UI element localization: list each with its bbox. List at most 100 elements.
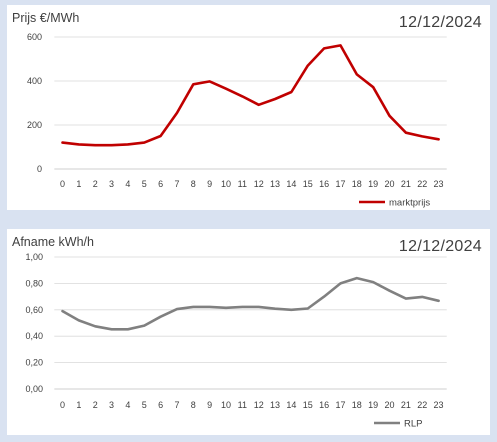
data-point [437, 138, 440, 140]
y-tick-label: 0,20 [25, 358, 43, 368]
x-tick-label: 6 [158, 179, 163, 189]
data-point [143, 142, 145, 144]
price-chart-panel: Prijs €/MWh 12/12/2024 0 200 400 600 0 1 2 3 4 5 6… [7, 5, 490, 210]
data-point [405, 132, 407, 134]
data-point [94, 325, 96, 327]
x-tick-label: 20 [384, 179, 394, 189]
x-tick-label: 17 [335, 179, 345, 189]
x-tick-label: 1 [76, 179, 81, 189]
x-tick-label: 6 [158, 400, 163, 410]
x-tick-label: 2 [93, 400, 98, 410]
data-point [78, 143, 80, 145]
x-tick-label: 8 [191, 179, 196, 189]
x-tick-label: 23 [434, 179, 444, 189]
data-point [372, 281, 374, 283]
x-tick-label: 5 [142, 179, 147, 189]
x-tick-label: 14 [286, 179, 296, 189]
data-point [339, 44, 342, 46]
x-tick-label: 17 [335, 400, 345, 410]
data-point [209, 306, 211, 308]
x-tick-label: 16 [319, 400, 329, 410]
data-point [176, 112, 178, 114]
data-point [356, 277, 358, 279]
data-point [127, 328, 129, 330]
x-tick-label: 18 [352, 179, 362, 189]
data-point [209, 80, 211, 83]
data-point [421, 135, 423, 138]
x-tick-label: 7 [174, 400, 179, 410]
x-tick-label: 21 [401, 400, 411, 410]
data-point [307, 307, 309, 310]
price-axis-title: Prijs €/MWh [12, 11, 80, 25]
x-tick-label: 4 [125, 179, 130, 189]
x-tick-label: 22 [417, 400, 427, 410]
data-point [94, 144, 96, 146]
x-tick-label: 3 [109, 179, 114, 189]
data-point [61, 310, 64, 312]
data-point [356, 73, 358, 75]
data-point [225, 88, 227, 90]
data-point [127, 143, 129, 145]
series-line [61, 276, 440, 331]
x-tick-label: 20 [384, 400, 394, 410]
y-tick-label: 0,60 [25, 305, 43, 315]
x-tick-label: 12 [254, 179, 264, 189]
x-tick-label: 11 [238, 179, 247, 189]
x-tick-label: 10 [221, 179, 231, 189]
y-tick-label: 0,80 [25, 278, 43, 288]
x-tick-label: 11 [238, 400, 247, 410]
data-point [339, 282, 342, 284]
y-tick-label: 600 [27, 32, 42, 42]
consumption-axis-title: Afname kWh/h [12, 235, 94, 249]
data-point [323, 47, 325, 50]
data-point [160, 316, 162, 318]
x-tick-label: 3 [109, 400, 114, 410]
consumption-chart-plot: 0,000,200,400,600,801,000 1 2 3 4 5 6 7 8 9 10 11 12… [25, 252, 447, 430]
x-tick-label: 23 [434, 400, 444, 410]
x-tick-label: 9 [207, 179, 212, 189]
data-point [372, 86, 374, 88]
data-point [176, 308, 178, 310]
legend-label: RLP [404, 419, 422, 430]
x-tick-label: 9 [207, 400, 212, 410]
data-point [61, 142, 64, 144]
y-tick-label: 0,40 [25, 331, 43, 341]
data-point [78, 319, 80, 321]
price-chart-date: 12/12/2024 [398, 14, 482, 31]
consumption-chart-panel: Afname kWh/h 12/12/2024 0,00 0,20 0,40 0,60… [7, 229, 490, 435]
data-point [323, 296, 325, 298]
x-tick-label: 15 [303, 400, 313, 410]
x-tick-label: 7 [174, 179, 179, 189]
x-tick-label: 21 [401, 179, 411, 189]
data-point [225, 307, 227, 309]
data-point [388, 115, 391, 117]
x-tick-label: 8 [191, 400, 196, 410]
x-tick-label: 12 [254, 400, 264, 410]
x-tick-label: 14 [286, 400, 296, 410]
x-tick-label: 10 [221, 400, 231, 410]
data-point [110, 328, 113, 330]
x-tick-label: 13 [270, 179, 280, 189]
series-line [61, 44, 440, 147]
data-point [274, 98, 276, 100]
x-tick-label: 4 [125, 400, 130, 410]
x-tick-label: 5 [142, 400, 147, 410]
x-tick-label: 2 [93, 179, 98, 189]
data-point [421, 296, 423, 298]
data-point [307, 65, 309, 67]
data-point [405, 297, 407, 300]
x-tick-label: 15 [303, 179, 313, 189]
data-point [241, 306, 243, 308]
data-point [258, 306, 260, 308]
data-point [143, 325, 145, 327]
x-tick-label: 0 [60, 179, 65, 189]
data-point [160, 135, 162, 137]
data-point [258, 104, 260, 106]
x-tick-label: 16 [319, 179, 329, 189]
x-tick-label: 0 [60, 400, 65, 410]
y-tick-label: 400 [27, 76, 42, 86]
x-tick-label: 1 [76, 400, 81, 410]
data-point [388, 290, 391, 292]
data-point [110, 144, 113, 146]
data-point [192, 83, 194, 85]
